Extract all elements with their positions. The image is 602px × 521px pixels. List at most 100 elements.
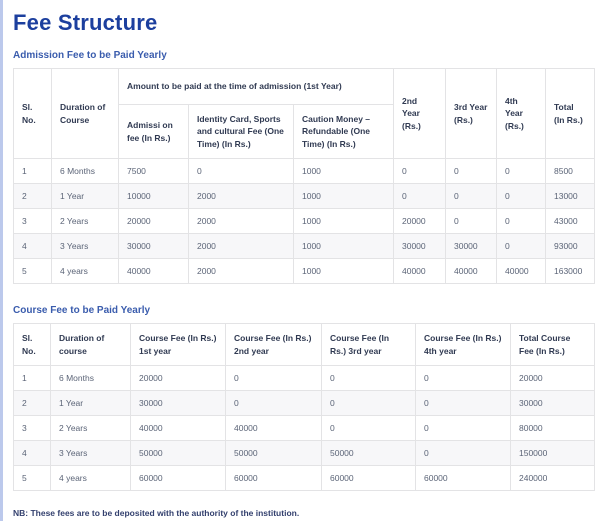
column-header-4th-year: 4th Year (Rs.) <box>496 68 546 159</box>
table-cell: 0 <box>321 415 416 441</box>
table-cell: 1000 <box>293 258 394 284</box>
table-cell: 40000 <box>445 258 497 284</box>
table-cell: 3 <box>13 208 52 234</box>
table-cell: 1000 <box>293 158 394 184</box>
column-header-admission-group: Amount to be paid at the time of admissi… <box>118 68 394 105</box>
table-cell: 0 <box>415 365 511 391</box>
table-cell: 0 <box>445 183 497 209</box>
table-cell: 1000 <box>293 183 394 209</box>
table-cell: 0 <box>445 158 497 184</box>
table-cell: 80000 <box>510 415 595 441</box>
table-cell: 8500 <box>545 158 595 184</box>
table-cell: 40000 <box>118 258 189 284</box>
column-header-sl-no: Sl. No. <box>13 323 51 366</box>
fee-structure-page: Fee Structure Admission Fee to be Paid Y… <box>3 0 602 518</box>
admission-fee-section-heading: Admission Fee to be Paid Yearly <box>13 50 167 61</box>
table-cell: 4 years <box>50 465 131 491</box>
table-cell: 3 <box>13 415 51 441</box>
admission-fee-table: Sl. No. Duration of Course Amount to be … <box>13 68 595 284</box>
table-cell: 0 <box>496 183 546 209</box>
table-cell: 20000 <box>393 208 446 234</box>
table-cell: 60000 <box>415 465 511 491</box>
column-header-3rd-year: 3rd Year (Rs.) <box>445 68 497 159</box>
table-cell: 5 <box>13 465 51 491</box>
table-cell: 1000 <box>293 233 394 259</box>
table-cell: 1 Year <box>50 390 131 416</box>
table-cell: 50000 <box>225 440 322 466</box>
table-cell: 6 Months <box>51 158 119 184</box>
table-cell: 30000 <box>118 233 189 259</box>
table-cell: 3 Years <box>50 440 131 466</box>
column-header-1st-year-fee: Course Fee (In Rs.) 1st year <box>130 323 226 366</box>
table-cell: 3 Years <box>51 233 119 259</box>
table-cell: 6 Months <box>50 365 131 391</box>
table-cell: 40000 <box>225 415 322 441</box>
table-cell: 0 <box>225 390 322 416</box>
column-header-duration: Duration of Course <box>51 68 119 159</box>
table-cell: 0 <box>321 390 416 416</box>
column-header-duration: Duration of course <box>50 323 131 366</box>
table-cell: 4 years <box>51 258 119 284</box>
column-header-3rd-year-fee: Course Fee (In Rs.) 3rd year <box>321 323 416 366</box>
table-cell: 0 <box>415 415 511 441</box>
column-header-total-course-fee: Total Course Fee (In Rs.) <box>510 323 595 366</box>
table-cell: 150000 <box>510 440 595 466</box>
table-cell: 1 <box>13 365 51 391</box>
table-cell: 0 <box>225 365 322 391</box>
table-cell: 0 <box>393 158 446 184</box>
table-cell: 20000 <box>510 365 595 391</box>
table-cell: 0 <box>393 183 446 209</box>
table-cell: 0 <box>188 158 294 184</box>
column-header-caution-money: Caution Money – Refundable (One Time) (I… <box>293 104 394 159</box>
table-cell: 1 <box>13 158 52 184</box>
table-cell: 2 Years <box>50 415 131 441</box>
table-cell: 0 <box>415 390 511 416</box>
table-cell: 50000 <box>130 440 226 466</box>
table-cell: 1 Year <box>51 183 119 209</box>
course-fee-section-heading: Course Fee to be Paid Yearly <box>13 305 151 316</box>
table-cell: 60000 <box>225 465 322 491</box>
table-cell: 4 <box>13 440 51 466</box>
column-header-2nd-year-fee: Course Fee (In Rs.) 2nd year <box>225 323 322 366</box>
header-row-group: Sl. No. Duration of Course Amount to be … <box>13 68 595 159</box>
column-header-total: Total (In Rs.) <box>545 68 595 159</box>
table-cell: 93000 <box>545 233 595 259</box>
column-header-2nd-year: 2nd Year (Rs.) <box>393 68 446 159</box>
header-row: Sl. No. Duration of course Course Fee (I… <box>13 323 595 366</box>
table-cell: 30000 <box>393 233 446 259</box>
table-cell: 10000 <box>118 183 189 209</box>
table-cell: 0 <box>415 440 511 466</box>
table-cell: 2 <box>13 183 52 209</box>
table-cell: 13000 <box>545 183 595 209</box>
table-cell: 30000 <box>510 390 595 416</box>
nb-note: NB: These fees are to be deposited with … <box>13 508 300 518</box>
table-cell: 2 Years <box>51 208 119 234</box>
table-cell: 0 <box>321 365 416 391</box>
table-cell: 163000 <box>545 258 595 284</box>
course-fee-table: Sl. No. Duration of course Course Fee (I… <box>13 323 595 491</box>
table-cell: 2000 <box>188 258 294 284</box>
table-cell: 2000 <box>188 208 294 234</box>
column-header-admission-fee: Admissi on fee (In Rs.) <box>118 104 189 159</box>
column-header-identity-card-fee: Identity Card, Sports and cultural Fee (… <box>188 104 294 159</box>
table-cell: 4 <box>13 233 52 259</box>
table-cell: 50000 <box>321 440 416 466</box>
table-cell: 20000 <box>130 365 226 391</box>
table-cell: 40000 <box>393 258 446 284</box>
table-cell: 2000 <box>188 183 294 209</box>
table-cell: 2000 <box>188 233 294 259</box>
table-cell: 240000 <box>510 465 595 491</box>
table-cell: 0 <box>496 208 546 234</box>
table-cell: 2 <box>13 390 51 416</box>
table-cell: 40000 <box>496 258 546 284</box>
